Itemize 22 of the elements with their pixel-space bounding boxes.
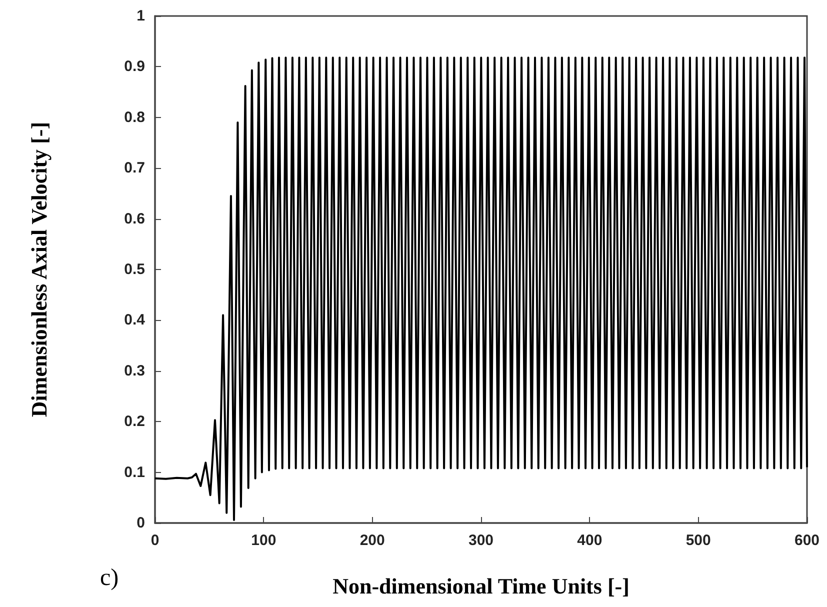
x-tick-label: 100: [251, 532, 276, 549]
y-tick-label: 0.8: [124, 108, 145, 126]
y-tick-label: 1: [136, 8, 145, 24]
x-tick-label: 300: [468, 532, 494, 549]
y-tick-label: 0.7: [124, 160, 145, 177]
line-series: [154, 56, 808, 521]
y-tick-label: 0.3: [124, 362, 145, 380]
y-tick-label: 0.6: [124, 210, 145, 228]
y-tick-label: 0.4: [124, 312, 146, 329]
x-tick-label: 0: [150, 532, 160, 549]
y-tick-label: 0.9: [124, 58, 145, 76]
x-tick-label: 500: [686, 532, 711, 549]
x-tick-label: 400: [577, 532, 602, 549]
text: c): [100, 565, 119, 591]
x-axis-title: Non-dimensional Time Units [-]: [332, 574, 630, 598]
x-tick-label: 200: [360, 532, 385, 549]
y-axis-title: Dimensionless Axial Velocity [-]: [26, 122, 52, 418]
x-tick-label: 600: [794, 532, 820, 549]
y-tick-label: 0.5: [124, 261, 145, 278]
y-tick-label: 0.2: [124, 413, 145, 430]
y-tick-label: 0: [136, 514, 145, 532]
y-tick-label: 0.1: [124, 464, 145, 481]
